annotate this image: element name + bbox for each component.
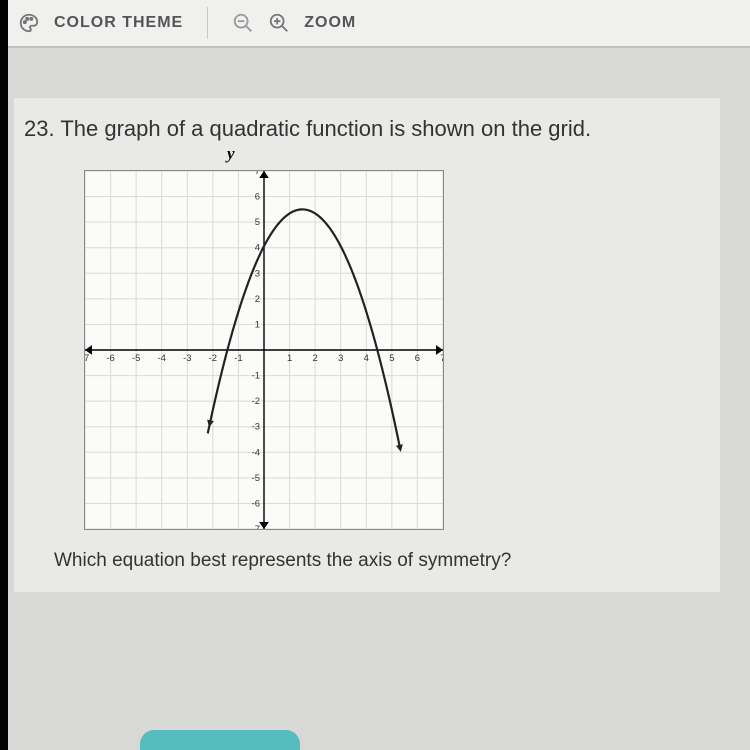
svg-text:-5: -5 bbox=[132, 353, 140, 364]
svg-text:-7: -7 bbox=[85, 353, 89, 364]
svg-text:2: 2 bbox=[255, 294, 260, 305]
svg-text:7: 7 bbox=[255, 171, 260, 177]
question-body: The graph of a quadratic function is sho… bbox=[60, 116, 591, 141]
svg-text:-3: -3 bbox=[252, 422, 260, 433]
svg-text:2: 2 bbox=[313, 353, 318, 364]
zoom-label[interactable]: ZOOM bbox=[304, 14, 356, 32]
svg-text:-2: -2 bbox=[209, 353, 217, 364]
y-axis-label: y bbox=[227, 144, 235, 164]
svg-text:-6: -6 bbox=[252, 498, 260, 509]
svg-text:1: 1 bbox=[287, 353, 292, 364]
svg-text:5: 5 bbox=[389, 353, 394, 364]
svg-text:-1: -1 bbox=[252, 371, 260, 382]
svg-text:-5: -5 bbox=[252, 473, 260, 484]
svg-text:6: 6 bbox=[415, 353, 420, 364]
svg-text:-6: -6 bbox=[106, 353, 114, 364]
zoom-in-icon[interactable] bbox=[268, 12, 290, 34]
left-device-edge bbox=[0, 0, 8, 750]
followup-question: Which equation best represents the axis … bbox=[54, 550, 710, 572]
question-panel: 23. The graph of a quadratic function is… bbox=[14, 98, 720, 592]
svg-text:4: 4 bbox=[255, 243, 260, 254]
bottom-pill[interactable] bbox=[140, 730, 300, 750]
svg-text:4: 4 bbox=[364, 353, 369, 364]
question-number: 23. bbox=[24, 116, 55, 141]
svg-text:-1: -1 bbox=[234, 353, 242, 364]
svg-text:5: 5 bbox=[255, 217, 260, 228]
svg-text:6: 6 bbox=[255, 192, 260, 203]
svg-text:-4: -4 bbox=[252, 447, 260, 458]
svg-text:-3: -3 bbox=[183, 353, 191, 364]
svg-text:3: 3 bbox=[255, 268, 260, 279]
svg-text:-7: -7 bbox=[252, 524, 260, 529]
question-text: 23. The graph of a quadratic function is… bbox=[24, 116, 710, 142]
color-theme-label[interactable]: COLOR THEME bbox=[54, 14, 183, 32]
svg-text:3: 3 bbox=[338, 353, 343, 364]
graph-grid: -7 -6 -5 -4 -3 -2 -1 1 2 3 4 5 6 7 -7 -6 -5 -4 -3 -2 -1 1 2 3 4 5… bbox=[84, 170, 444, 530]
svg-text:7: 7 bbox=[440, 353, 443, 364]
palette-icon[interactable] bbox=[18, 12, 40, 34]
svg-text:1: 1 bbox=[255, 319, 260, 330]
toolbar-separator bbox=[207, 7, 208, 39]
svg-text:-2: -2 bbox=[252, 396, 260, 407]
zoom-out-icon[interactable] bbox=[232, 12, 254, 34]
content-area: 23. The graph of a quadratic function is… bbox=[0, 48, 750, 592]
svg-text:-4: -4 bbox=[158, 353, 166, 364]
quadratic-chart: -7 -6 -5 -4 -3 -2 -1 1 2 3 4 5 6 7 -7 -6 -5 -4 -3 -2 -1 1 2 3 4 5… bbox=[85, 171, 443, 529]
toolbar: COLOR THEME ZOOM bbox=[0, 0, 750, 48]
